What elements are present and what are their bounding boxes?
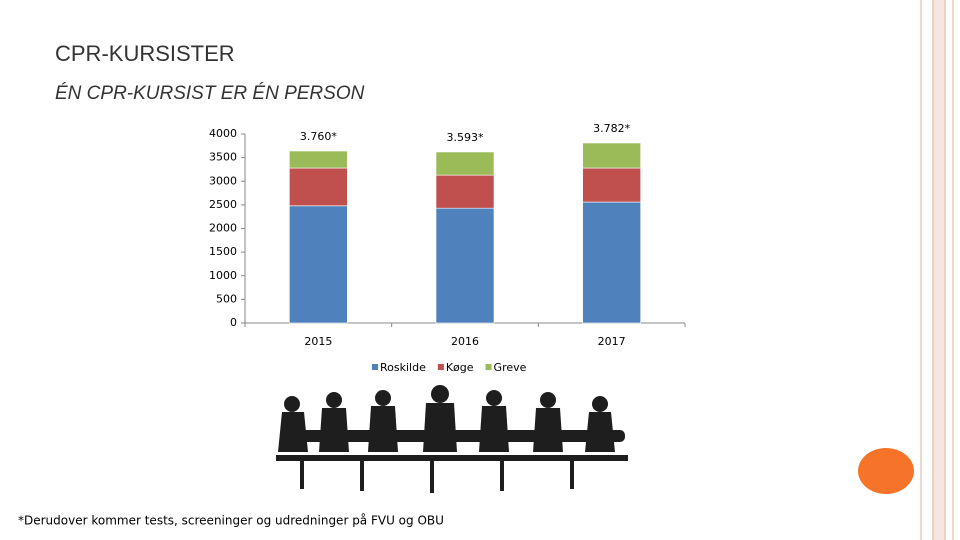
x-tick-label: 2015 [304,335,332,348]
meeting-silhouette [276,385,628,493]
side-stripes [920,0,954,540]
bar-segment [582,142,641,169]
x-tick-label: 2017 [598,335,626,348]
bar-segment [582,167,641,203]
slide-title: CPR-KURSISTER [55,41,235,66]
y-tick-label: 2500 [209,198,237,211]
footnote: *Derudover kommer tests, screeninger og … [18,514,444,528]
y-tick-label: 1500 [209,245,237,258]
y-tick-label: 3500 [209,151,237,164]
orange-circle [858,448,914,494]
people [278,385,615,493]
y-tick-label: 500 [216,292,237,305]
legend-label: Greve [494,361,527,374]
slide-subtitle: ÉN CPR-KURSIST ER ÉN PERSON [55,83,365,104]
legend-label: Køge [446,361,474,374]
legend-label: Roskilde [380,361,426,374]
table-edge [276,455,628,461]
legend-swatch [372,364,378,370]
bar-segment [582,201,641,324]
total-label: 3.760* [300,130,337,143]
y-tick-label: 0 [230,316,237,329]
total-label: 3.782* [593,122,630,135]
y-tick-label: 1000 [209,269,237,282]
bar-segment [435,207,495,324]
legend-swatch [437,364,444,370]
bar-segment [289,205,348,324]
bar-segment [435,174,495,209]
stripe [932,0,946,540]
y-tick-label: 2000 [209,222,237,235]
bar-segment [289,167,348,207]
bar-segment [289,150,348,169]
total-label: 3.593* [447,131,484,144]
x-tick-label: 2016 [451,335,479,348]
legend-swatch [485,364,492,370]
bar-segment [435,151,495,176]
y-tick-label: 3000 [209,174,237,187]
y-tick-label: 4000 [209,127,237,140]
